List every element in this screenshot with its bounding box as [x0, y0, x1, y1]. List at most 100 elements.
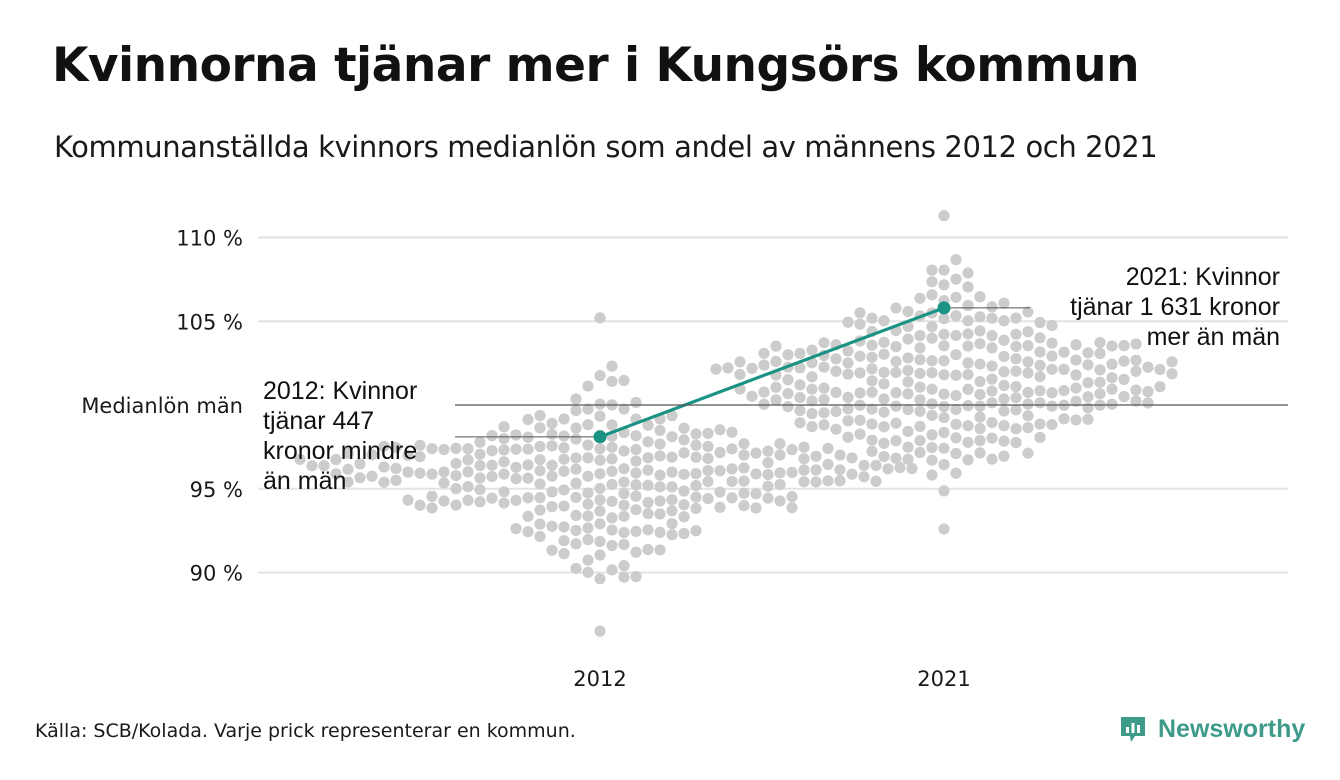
data-point — [762, 445, 774, 457]
data-point — [510, 443, 522, 455]
data-point — [582, 419, 594, 431]
annotation-line: tjänar 1 631 kronor — [1070, 293, 1280, 321]
data-point — [842, 368, 854, 380]
beeswarm-dots — [294, 210, 1178, 637]
reference-line-label: Medianlön män — [81, 394, 243, 418]
data-point — [998, 405, 1010, 417]
data-point — [510, 494, 522, 506]
data-point — [810, 476, 822, 488]
data-point — [914, 435, 926, 447]
data-point — [1058, 384, 1070, 397]
data-point — [866, 363, 878, 375]
data-point — [1022, 386, 1034, 399]
data-point — [426, 468, 438, 480]
data-point — [842, 316, 854, 328]
data-point — [842, 431, 854, 443]
data-point — [330, 453, 342, 466]
data-point — [902, 333, 914, 345]
data-point — [854, 367, 866, 379]
data-point — [666, 431, 678, 443]
data-point — [914, 342, 926, 354]
data-point — [878, 336, 890, 348]
data-point — [1034, 397, 1046, 409]
highlight-point — [593, 430, 607, 444]
brand-name: Newsworthy — [1158, 714, 1306, 743]
data-point — [830, 386, 842, 399]
data-point — [1130, 395, 1142, 407]
data-point — [926, 441, 938, 454]
data-point — [570, 491, 582, 504]
data-point — [1070, 369, 1082, 381]
data-point — [618, 445, 630, 457]
data-point — [1154, 363, 1166, 376]
data-point — [354, 458, 366, 470]
data-point — [594, 398, 606, 410]
data-point — [438, 477, 450, 489]
data-point — [738, 500, 750, 512]
data-point — [950, 432, 962, 444]
data-point — [1022, 422, 1034, 434]
data-point — [330, 468, 342, 480]
data-point — [938, 369, 950, 381]
data-point — [830, 405, 842, 418]
data-point — [806, 395, 818, 407]
data-point — [782, 374, 794, 386]
data-point — [878, 437, 890, 449]
data-point — [462, 454, 474, 466]
data-point — [570, 393, 582, 405]
data-point — [666, 529, 678, 541]
data-point — [306, 460, 318, 472]
data-point — [534, 530, 546, 543]
data-point — [702, 452, 714, 465]
data-point — [450, 442, 462, 454]
data-point — [726, 492, 738, 504]
data-point — [770, 355, 782, 368]
data-point — [758, 359, 770, 371]
data-point — [714, 486, 726, 498]
data-point — [606, 495, 618, 508]
data-point — [570, 524, 582, 537]
y-tick-label: 105 % — [176, 310, 243, 334]
data-point — [402, 466, 414, 478]
data-point — [758, 386, 770, 398]
data-point — [738, 449, 750, 461]
data-point — [878, 406, 890, 418]
data-point — [890, 417, 902, 429]
data-point — [938, 313, 950, 325]
data-point — [630, 396, 642, 409]
data-point — [818, 393, 830, 406]
data-point — [546, 470, 558, 482]
data-point — [762, 457, 774, 469]
data-point — [938, 340, 950, 352]
data-point — [798, 476, 810, 488]
data-point — [1166, 356, 1178, 368]
data-point — [726, 475, 738, 488]
data-point — [938, 400, 950, 413]
data-point — [914, 394, 926, 406]
data-point — [1046, 418, 1058, 431]
data-point — [366, 449, 378, 461]
data-point — [950, 403, 962, 416]
data-point — [1094, 364, 1106, 376]
data-point — [1010, 380, 1022, 393]
data-point — [666, 494, 678, 506]
data-point — [546, 544, 558, 556]
highlight-point — [937, 301, 951, 315]
gridlines — [258, 236, 1288, 574]
data-point — [1070, 354, 1082, 366]
data-point — [866, 339, 878, 351]
data-point — [498, 497, 510, 509]
data-point — [390, 474, 402, 487]
data-point — [630, 467, 642, 479]
data-point — [986, 342, 998, 354]
data-point — [414, 451, 426, 463]
data-point — [678, 499, 690, 511]
data-point — [402, 494, 414, 506]
data-point — [858, 471, 870, 483]
annotations: 2012: Kvinnor tjänar 447 kronor mindre än m… — [263, 263, 1280, 495]
data-point — [342, 476, 354, 488]
data-point — [702, 440, 714, 453]
data-point — [950, 291, 962, 303]
data-point — [1094, 376, 1106, 388]
data-point — [1034, 385, 1046, 397]
